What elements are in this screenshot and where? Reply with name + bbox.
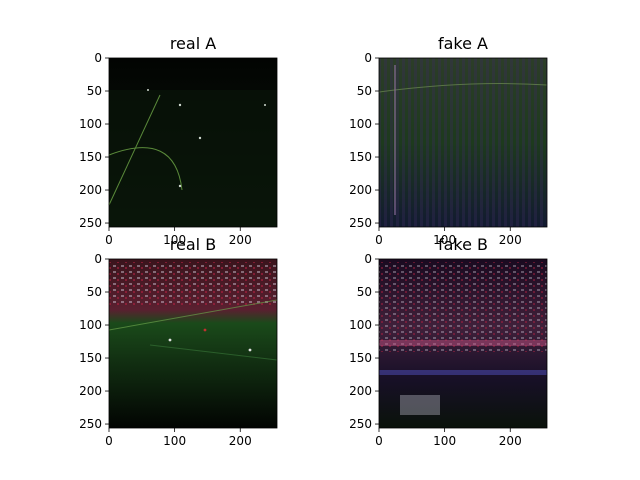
panel-title: fake A [438, 34, 488, 53]
x-tick-label: 200 [499, 434, 522, 448]
y-tick-label: 50 [357, 285, 372, 299]
x-tick-label: 100 [163, 233, 186, 247]
image-real-b [108, 259, 278, 428]
y-tick-label: 250 [349, 417, 372, 431]
y-tick-label: 250 [79, 216, 102, 230]
y-tick-label: 200 [349, 384, 372, 398]
x-tick-label: 200 [499, 233, 522, 247]
y-tick-label: 200 [79, 183, 102, 197]
axes-frame [378, 57, 548, 228]
image-fake-b [379, 259, 547, 428]
y-tick-label: 250 [349, 216, 372, 230]
y-tick-label: 50 [87, 285, 102, 299]
panel-fake-a: fake A 0 50 100 150 200 250 0 100 200 [349, 34, 548, 247]
x-tick-label: 200 [229, 233, 252, 247]
x-tick-label: 100 [433, 233, 456, 247]
y-tick-label: 0 [94, 51, 102, 65]
y-tick-label: 150 [79, 150, 102, 164]
y-tick-label: 0 [364, 252, 372, 266]
y-tick-label: 150 [349, 150, 372, 164]
x-tick-label: 0 [375, 434, 383, 448]
y-tick-label: 0 [94, 252, 102, 266]
y-tick-label: 150 [349, 351, 372, 365]
panel-real-b: real B 0 50 100 150 200 250 0 100 200 [79, 235, 278, 448]
y-tick-label: 100 [79, 117, 102, 131]
axes-frame [108, 258, 278, 429]
axes-frame [378, 258, 548, 429]
x-tick-label: 100 [433, 434, 456, 448]
x-tick-label: 200 [229, 434, 252, 448]
x-tick-label: 0 [105, 233, 113, 247]
y-tick-label: 100 [349, 318, 372, 332]
y-tick-label: 50 [357, 84, 372, 98]
panel-title: real A [170, 34, 216, 53]
y-tick-label: 0 [364, 51, 372, 65]
y-tick-label: 100 [349, 117, 372, 131]
image-fake-a [378, 58, 548, 227]
x-tick-label: 0 [375, 233, 383, 247]
y-tick-label: 200 [349, 183, 372, 197]
y-tick-label: 50 [87, 84, 102, 98]
panel-fake-b: fake B 0 50 100 150 200 250 0 100 200 [349, 235, 548, 448]
panel-title: real B [170, 235, 216, 254]
image-real-a [108, 58, 277, 227]
panel-title: fake B [438, 235, 488, 254]
y-tick-label: 200 [79, 384, 102, 398]
y-tick-label: 150 [79, 351, 102, 365]
x-tick-label: 0 [105, 434, 113, 448]
x-tick-label: 100 [163, 434, 186, 448]
y-tick-label: 250 [79, 417, 102, 431]
axes-frame [108, 57, 278, 228]
panel-real-a: real A 0 50 100 150 200 250 0 100 200 [79, 34, 278, 247]
y-tick-label: 100 [79, 318, 102, 332]
